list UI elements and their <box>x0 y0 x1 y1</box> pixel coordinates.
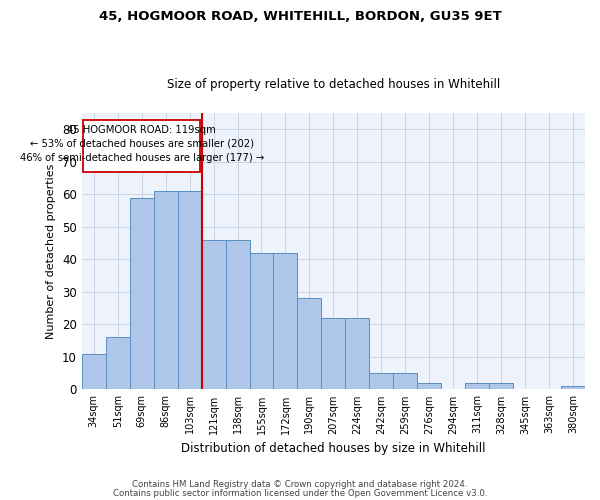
Bar <box>178 191 202 390</box>
Bar <box>202 240 226 390</box>
Text: 46% of semi-detached houses are larger (177) →: 46% of semi-detached houses are larger (… <box>20 153 264 163</box>
Bar <box>489 383 513 390</box>
Bar <box>154 191 178 390</box>
Bar <box>346 318 370 390</box>
Bar <box>106 338 130 390</box>
FancyBboxPatch shape <box>83 120 200 172</box>
Bar <box>465 383 489 390</box>
Bar <box>226 240 250 390</box>
Text: ← 53% of detached houses are smaller (202): ← 53% of detached houses are smaller (20… <box>29 139 254 149</box>
Bar <box>298 298 322 390</box>
Bar <box>274 253 298 390</box>
Bar <box>250 253 274 390</box>
X-axis label: Distribution of detached houses by size in Whitehill: Distribution of detached houses by size … <box>181 442 485 455</box>
Bar <box>82 354 106 390</box>
Text: 45 HOGMOOR ROAD: 119sqm: 45 HOGMOOR ROAD: 119sqm <box>67 125 216 135</box>
Text: Contains HM Land Registry data © Crown copyright and database right 2024.: Contains HM Land Registry data © Crown c… <box>132 480 468 489</box>
Bar <box>417 383 441 390</box>
Bar <box>561 386 585 390</box>
Bar <box>130 198 154 390</box>
Y-axis label: Number of detached properties: Number of detached properties <box>46 164 56 339</box>
Bar <box>322 318 346 390</box>
Text: 45, HOGMOOR ROAD, WHITEHILL, BORDON, GU35 9ET: 45, HOGMOOR ROAD, WHITEHILL, BORDON, GU3… <box>98 10 502 23</box>
Bar <box>393 373 417 390</box>
Bar <box>370 373 393 390</box>
Title: Size of property relative to detached houses in Whitehill: Size of property relative to detached ho… <box>167 78 500 91</box>
Text: Contains public sector information licensed under the Open Government Licence v3: Contains public sector information licen… <box>113 490 487 498</box>
